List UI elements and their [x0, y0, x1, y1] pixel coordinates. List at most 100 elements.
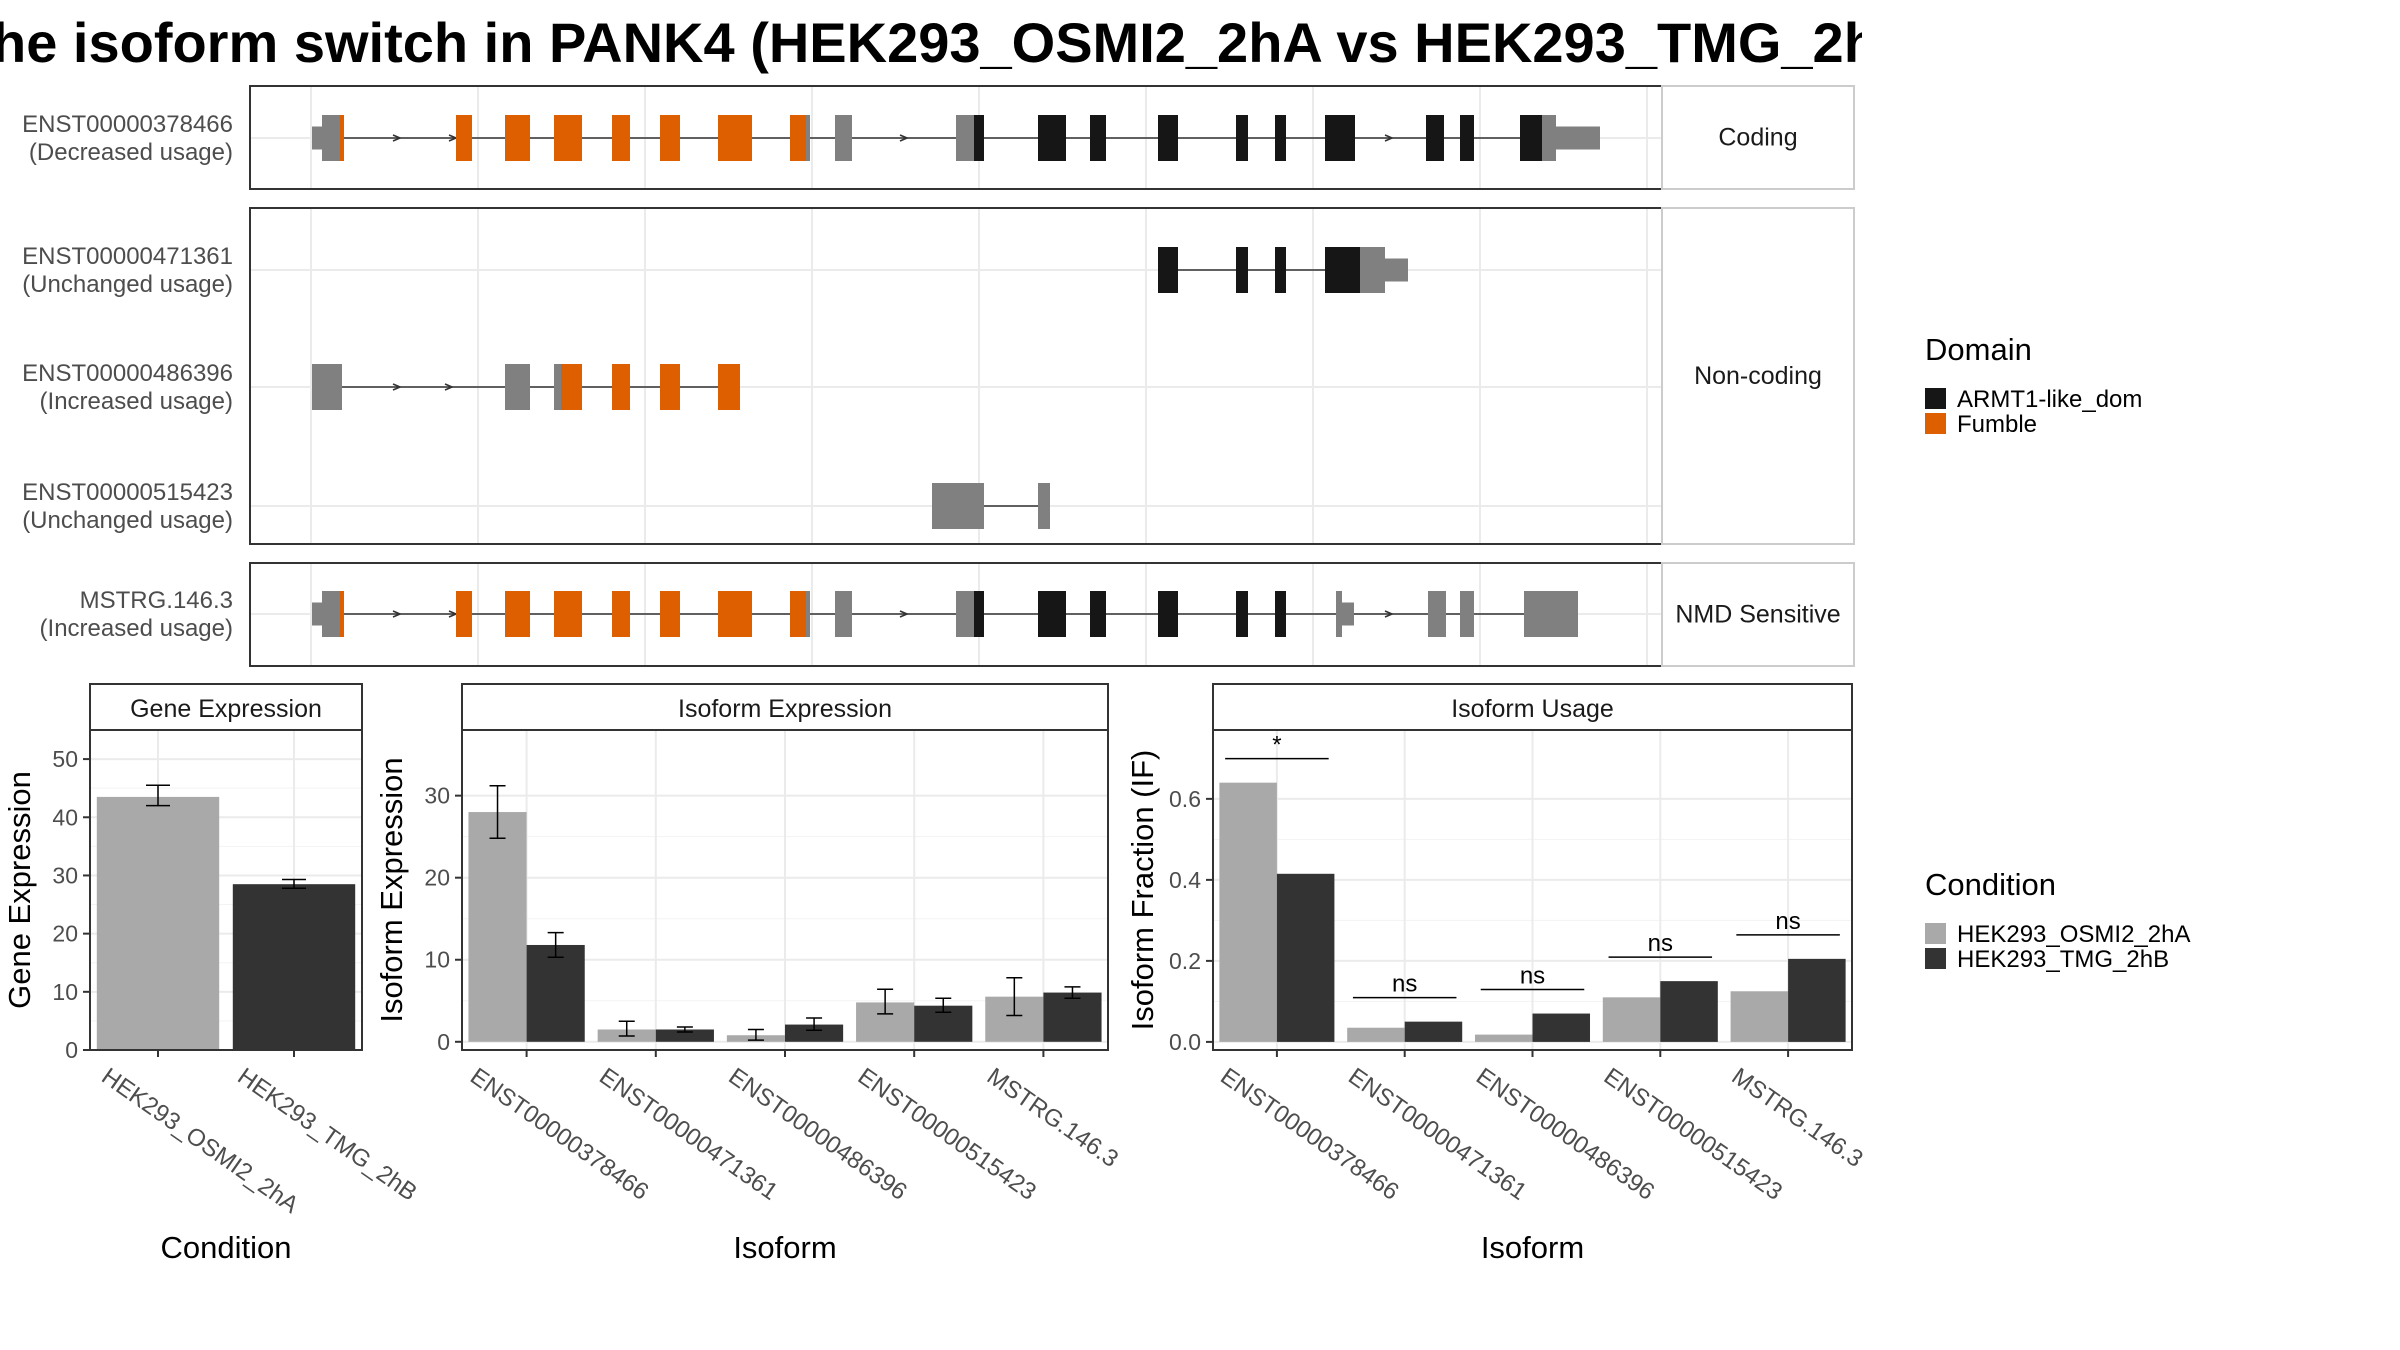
- x-axis-title: Condition: [161, 1230, 292, 1265]
- transcript-id-label: ENST00000515423: [22, 479, 233, 506]
- bar-panel-border: [89, 729, 363, 1051]
- transcript-usage-label: (Decreased usage): [29, 139, 233, 166]
- exon: [1275, 247, 1286, 293]
- plot-title: he isoform switch in PANK4 (HEK293_OSMI2…: [0, 11, 1862, 74]
- y-tick-label: 0.0: [1169, 1029, 1201, 1055]
- bar: [785, 1024, 844, 1042]
- exon: [612, 591, 630, 637]
- exon: [1426, 115, 1444, 161]
- significance-label: *: [1272, 732, 1281, 759]
- bar: [526, 944, 585, 1042]
- exon: [1090, 115, 1106, 161]
- exon: [1342, 602, 1354, 626]
- exon: [790, 115, 806, 161]
- panel-strip-label: Gene Expression: [130, 695, 322, 723]
- transcript-usage-label: (Unchanged usage): [22, 507, 233, 534]
- bar: [1788, 958, 1846, 1042]
- exon: [932, 483, 984, 529]
- exon: [660, 364, 680, 410]
- exon: [1542, 115, 1556, 161]
- exon: [505, 115, 530, 161]
- facet-strip-label: NMD Sensitive: [1675, 601, 1840, 629]
- transcript-usage-label: (Increased usage): [40, 615, 233, 642]
- x-axis-title: Isoform: [1481, 1230, 1584, 1265]
- exon: [554, 364, 561, 410]
- y-tick-label: 0.6: [1169, 786, 1201, 812]
- exon: [660, 591, 680, 637]
- exon: [554, 115, 582, 161]
- error-bar: [877, 988, 894, 1015]
- y-tick-label: 0: [65, 1037, 78, 1063]
- exon: [718, 591, 752, 637]
- strand-arrow: [444, 383, 455, 391]
- panel-strip: [1212, 683, 1853, 731]
- exon: [1158, 247, 1178, 293]
- y-tick-label: 40: [52, 804, 78, 830]
- legend-swatch: [1925, 923, 1946, 944]
- error-bar: [1064, 986, 1081, 1000]
- significance-label: ns: [1648, 930, 1673, 957]
- frame-layer: [83, 85, 1855, 1057]
- facet-strip-label: Coding: [1718, 124, 1797, 152]
- transcript-id-label: ENST00000378466: [22, 111, 233, 138]
- exon: [322, 115, 340, 161]
- bar: [1660, 981, 1718, 1042]
- exon: [1236, 247, 1248, 293]
- legend-swatch: [1925, 388, 1946, 409]
- exon: [505, 364, 530, 410]
- x-axis-title: Isoform: [733, 1230, 836, 1265]
- facet-strip: [1661, 207, 1855, 545]
- exon: [340, 115, 344, 161]
- exon: [660, 115, 680, 161]
- error-bar: [282, 878, 306, 890]
- y-tick-label: 20: [52, 921, 78, 947]
- legend-swatch: [1925, 413, 1946, 434]
- exon: [456, 115, 472, 161]
- exon: [718, 364, 736, 410]
- bar: [1532, 1013, 1591, 1042]
- exon: [1038, 483, 1050, 529]
- bar: [232, 884, 356, 1050]
- exon: [612, 364, 630, 410]
- y-axis-title: Gene Expression: [2, 771, 37, 1009]
- exon: [312, 602, 322, 626]
- bar: [1043, 992, 1102, 1042]
- y-tick-label: 0.2: [1169, 948, 1201, 974]
- exon: [1556, 126, 1600, 150]
- exon: [1158, 115, 1178, 161]
- exon: [1360, 247, 1385, 293]
- exon: [718, 115, 752, 161]
- error-bar: [618, 1020, 635, 1037]
- exon: [1460, 591, 1474, 637]
- exon: [806, 591, 810, 637]
- exon: [956, 115, 974, 161]
- legend-swatch: [1925, 948, 1946, 969]
- y-tick-label: 20: [424, 865, 450, 891]
- error-bar: [1006, 977, 1023, 1017]
- exon: [322, 591, 340, 637]
- strand-arrow: [392, 134, 403, 142]
- exon: [1325, 115, 1355, 161]
- exon: [806, 115, 810, 161]
- bar: [468, 812, 527, 1042]
- panel-strip: [461, 683, 1109, 731]
- exon: [974, 115, 984, 161]
- exon: [736, 364, 740, 410]
- bar-panel-border: [1212, 729, 1853, 1051]
- legend-item-label: HEK293_TMG_2hB: [1957, 946, 2169, 973]
- panel-strip: [89, 683, 363, 731]
- strand-arrow: [899, 610, 910, 618]
- exon: [1090, 591, 1106, 637]
- exon: [835, 591, 852, 637]
- significance-label: ns: [1775, 908, 1800, 935]
- bar: [655, 1029, 714, 1042]
- exon: [456, 591, 472, 637]
- transcript-id-label: ENST00000486396: [22, 360, 233, 387]
- y-tick-label: 30: [52, 862, 78, 888]
- y-axis-title: Isoform Fraction (IF): [1125, 750, 1160, 1031]
- exon: [1428, 591, 1446, 637]
- exon: [1275, 591, 1286, 637]
- bar: [1730, 991, 1789, 1042]
- y-tick-label: 10: [424, 947, 450, 973]
